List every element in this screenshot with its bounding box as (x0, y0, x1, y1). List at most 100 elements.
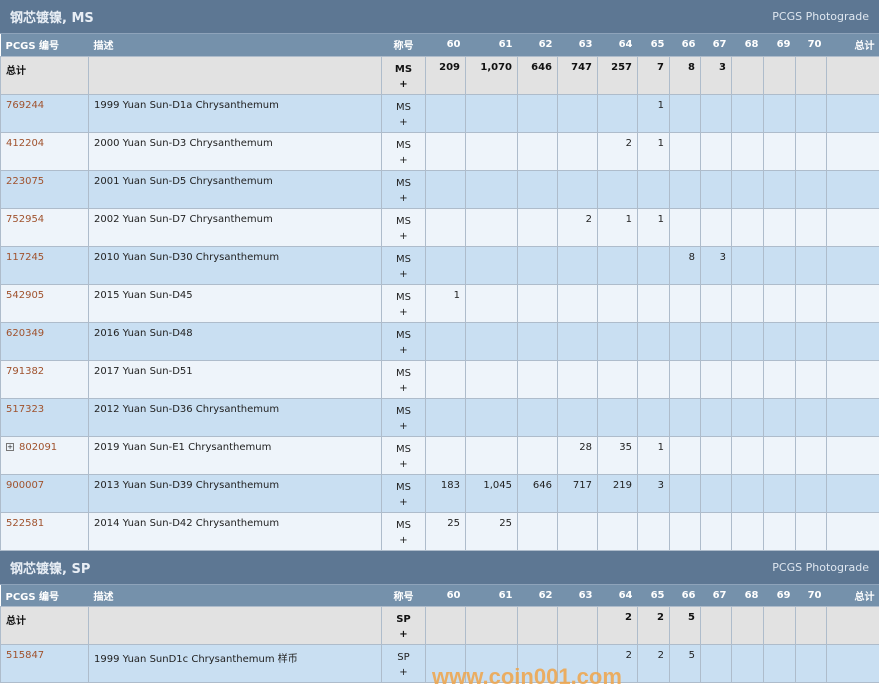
column-header[interactable]: 70 (796, 34, 827, 56)
plus-toggle[interactable]: + (387, 77, 420, 92)
plus-toggle[interactable]: + (387, 457, 420, 472)
plus-toggle[interactable]: + (387, 191, 420, 206)
grade-count[interactable]: 25 (466, 512, 518, 550)
plus-toggle[interactable]: + (387, 267, 420, 282)
grade-count (796, 322, 827, 360)
column-header[interactable]: 描述 (89, 585, 382, 607)
column-header[interactable]: 67 (701, 585, 732, 607)
column-header[interactable]: 63 (558, 585, 598, 607)
column-header[interactable]: 69 (764, 585, 796, 607)
column-header[interactable]: 69 (764, 34, 796, 56)
column-header[interactable]: 称号 (382, 34, 426, 56)
grade-count[interactable]: 28 (558, 436, 598, 474)
photograde-link[interactable]: PCGS Photograde (772, 10, 869, 23)
grade-count[interactable]: 3 (638, 474, 670, 512)
grade-count[interactable]: 257 (598, 56, 638, 94)
grade-count[interactable]: 3 (701, 246, 732, 284)
pcgs-number-link[interactable]: 542905 (6, 290, 44, 301)
column-header[interactable]: 63 (558, 34, 598, 56)
pcgs-number-link[interactable]: 522581 (6, 518, 44, 529)
column-header[interactable]: 称号 (382, 585, 426, 607)
grade-count[interactable]: 1 (426, 284, 466, 322)
grade-count[interactable]: 25 (426, 512, 466, 550)
grade-count[interactable]: 8 (670, 56, 701, 94)
grade-count[interactable]: 717 (558, 474, 598, 512)
plus-toggle[interactable]: + (387, 115, 420, 130)
grade-count[interactable]: 35 (598, 436, 638, 474)
grade-count[interactable]: 219 (598, 474, 638, 512)
grade-count[interactable]: 1 (638, 436, 670, 474)
column-header[interactable]: PCGS 编号 (1, 585, 89, 607)
grade-count[interactable]: 2 (598, 132, 638, 170)
column-header[interactable]: 66 (670, 585, 701, 607)
grade-count[interactable]: 1 (598, 208, 638, 246)
pcgs-number-link[interactable]: 517323 (6, 404, 44, 415)
pcgs-number-link[interactable]: 802091 (19, 442, 57, 453)
photograde-link[interactable]: PCGS Photograde (772, 561, 869, 574)
plus-toggle[interactable]: + (387, 627, 420, 642)
grade-count[interactable]: 2 (638, 645, 670, 683)
grade-count[interactable]: 8 (670, 246, 701, 284)
grade-count (764, 512, 796, 550)
expand-icon[interactable]: + (6, 443, 14, 451)
pcgs-number-link[interactable]: 117245 (6, 252, 44, 263)
column-header[interactable]: 66 (670, 34, 701, 56)
column-header[interactable]: 68 (732, 585, 764, 607)
grade-count[interactable]: 1,045 (466, 474, 518, 512)
column-header[interactable]: 总计 (827, 34, 879, 56)
pcgs-number-link[interactable]: 900007 (6, 480, 44, 491)
column-header[interactable]: 60 (426, 34, 466, 56)
column-header[interactable]: 62 (518, 34, 558, 56)
grade-count[interactable]: 747 (558, 56, 598, 94)
plus-toggle[interactable]: + (387, 665, 420, 680)
grade-count[interactable]: 5 (670, 645, 701, 683)
plus-toggle[interactable]: + (387, 305, 420, 320)
column-header[interactable]: 64 (598, 585, 638, 607)
plus-toggle[interactable]: + (387, 229, 420, 244)
pcgs-number-link[interactable]: 223075 (6, 176, 44, 187)
grade-count[interactable]: 3 (701, 56, 732, 94)
column-header[interactable]: 62 (518, 585, 558, 607)
grade-count[interactable]: 183 (426, 474, 466, 512)
grade-count[interactable]: 1 (638, 132, 670, 170)
grade-count[interactable]: 5 (670, 607, 701, 645)
grade-count (764, 398, 796, 436)
column-header[interactable]: 描述 (89, 34, 382, 56)
grade-count[interactable]: 209 (426, 56, 466, 94)
column-header[interactable]: 65 (638, 585, 670, 607)
column-header[interactable]: 61 (466, 34, 518, 56)
grade-count[interactable]: 646 (518, 474, 558, 512)
grade-count (732, 607, 764, 645)
plus-toggle[interactable]: + (387, 153, 420, 168)
grade-count[interactable]: 2 (638, 607, 670, 645)
column-header[interactable]: 70 (796, 585, 827, 607)
column-header[interactable]: 61 (466, 585, 518, 607)
grade-count[interactable]: 1,070 (466, 56, 518, 94)
grade-count[interactable]: 646 (518, 56, 558, 94)
pcgs-number-link[interactable]: 620349 (6, 328, 44, 339)
column-header[interactable]: 67 (701, 34, 732, 56)
column-header[interactable]: 65 (638, 34, 670, 56)
plus-toggle[interactable]: + (387, 343, 420, 358)
pcgs-number-link[interactable]: 791382 (6, 366, 44, 377)
description: 2017 Yuan Sun-D51 (94, 366, 193, 377)
grade-count[interactable]: 1 (638, 208, 670, 246)
column-header[interactable]: PCGS 编号 (1, 34, 89, 56)
column-header[interactable]: 68 (732, 34, 764, 56)
grade-count[interactable]: 2 (558, 208, 598, 246)
pcgs-number-link[interactable]: 769244 (6, 100, 44, 111)
plus-toggle[interactable]: + (387, 419, 420, 434)
column-header[interactable]: 64 (598, 34, 638, 56)
plus-toggle[interactable]: + (387, 495, 420, 510)
column-header[interactable]: 60 (426, 585, 466, 607)
pcgs-number-link[interactable]: 752954 (6, 214, 44, 225)
pcgs-number-link[interactable]: 515847 (6, 650, 44, 661)
grade-count[interactable]: 1 (638, 94, 670, 132)
grade-count[interactable]: 7 (638, 56, 670, 94)
column-header[interactable]: 总计 (827, 585, 879, 607)
plus-toggle[interactable]: + (387, 381, 420, 396)
plus-toggle[interactable]: + (387, 533, 420, 548)
grade-count[interactable]: 2 (598, 607, 638, 645)
pcgs-number-link[interactable]: 412204 (6, 138, 44, 149)
